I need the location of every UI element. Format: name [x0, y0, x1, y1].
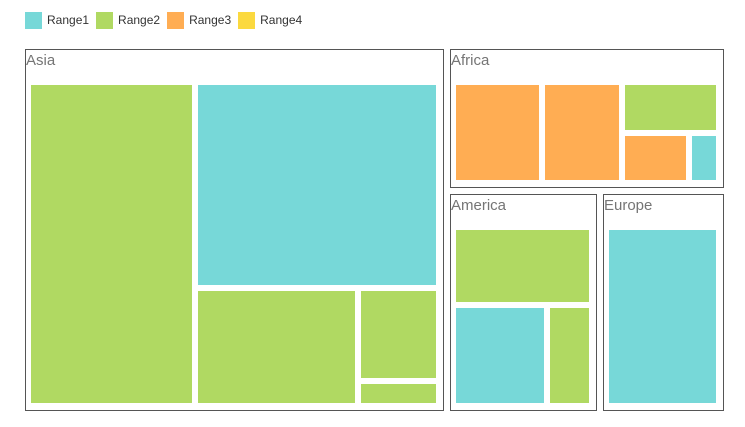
treemap-cell-asia-2[interactable]	[198, 85, 436, 285]
legend-item-range2[interactable]: Range2	[96, 11, 161, 29]
legend-item-range1[interactable]: Range1	[25, 11, 90, 29]
legend-label-range2: Range2	[118, 12, 161, 27]
treemap-cell-asia-5[interactable]	[361, 384, 436, 403]
legend-swatch-range3	[167, 11, 185, 29]
treemap-cell-america-3[interactable]	[550, 308, 589, 403]
treemap-group-label-america: America	[451, 197, 507, 214]
treemap-cell-africa-5[interactable]	[692, 136, 716, 180]
legend-swatch-range1	[25, 11, 42, 29]
treemap-group-america: America	[450, 194, 597, 411]
treemap-group-asia: Asia	[25, 49, 444, 411]
treemap-group-label-africa: Africa	[451, 52, 490, 69]
treemap-cell-africa-3[interactable]	[625, 85, 716, 130]
treemap-cell-africa-4[interactable]	[625, 136, 686, 180]
treemap-group-label-asia: Asia	[26, 52, 56, 69]
legend-swatch-range2	[96, 11, 114, 29]
legend-swatch-range4	[238, 11, 256, 29]
treemap-group-europe: Europe	[603, 194, 724, 411]
treemap-cell-africa-1[interactable]	[456, 85, 539, 180]
chart-legend: Range1 Range2 Range3 Range4	[25, 11, 309, 29]
treemap-group-label-europe: Europe	[604, 197, 652, 214]
treemap-cell-asia-1[interactable]	[31, 85, 192, 403]
legend-label-range3: Range3	[189, 12, 232, 27]
legend-item-range3[interactable]: Range3	[167, 11, 232, 29]
treemap-cell-europe-1[interactable]	[609, 230, 716, 403]
treemap-group-africa: Africa	[450, 49, 724, 188]
treemap-cell-africa-2[interactable]	[545, 85, 619, 180]
legend-label-range4: Range4	[260, 12, 303, 27]
treemap-cell-america-1[interactable]	[456, 230, 589, 302]
legend-label-range1: Range1	[47, 12, 90, 27]
legend-item-range4[interactable]: Range4	[238, 11, 303, 29]
treemap-cell-america-2[interactable]	[456, 308, 544, 403]
treemap-cell-asia-4[interactable]	[361, 291, 436, 378]
treemap-cell-asia-3[interactable]	[198, 291, 355, 403]
